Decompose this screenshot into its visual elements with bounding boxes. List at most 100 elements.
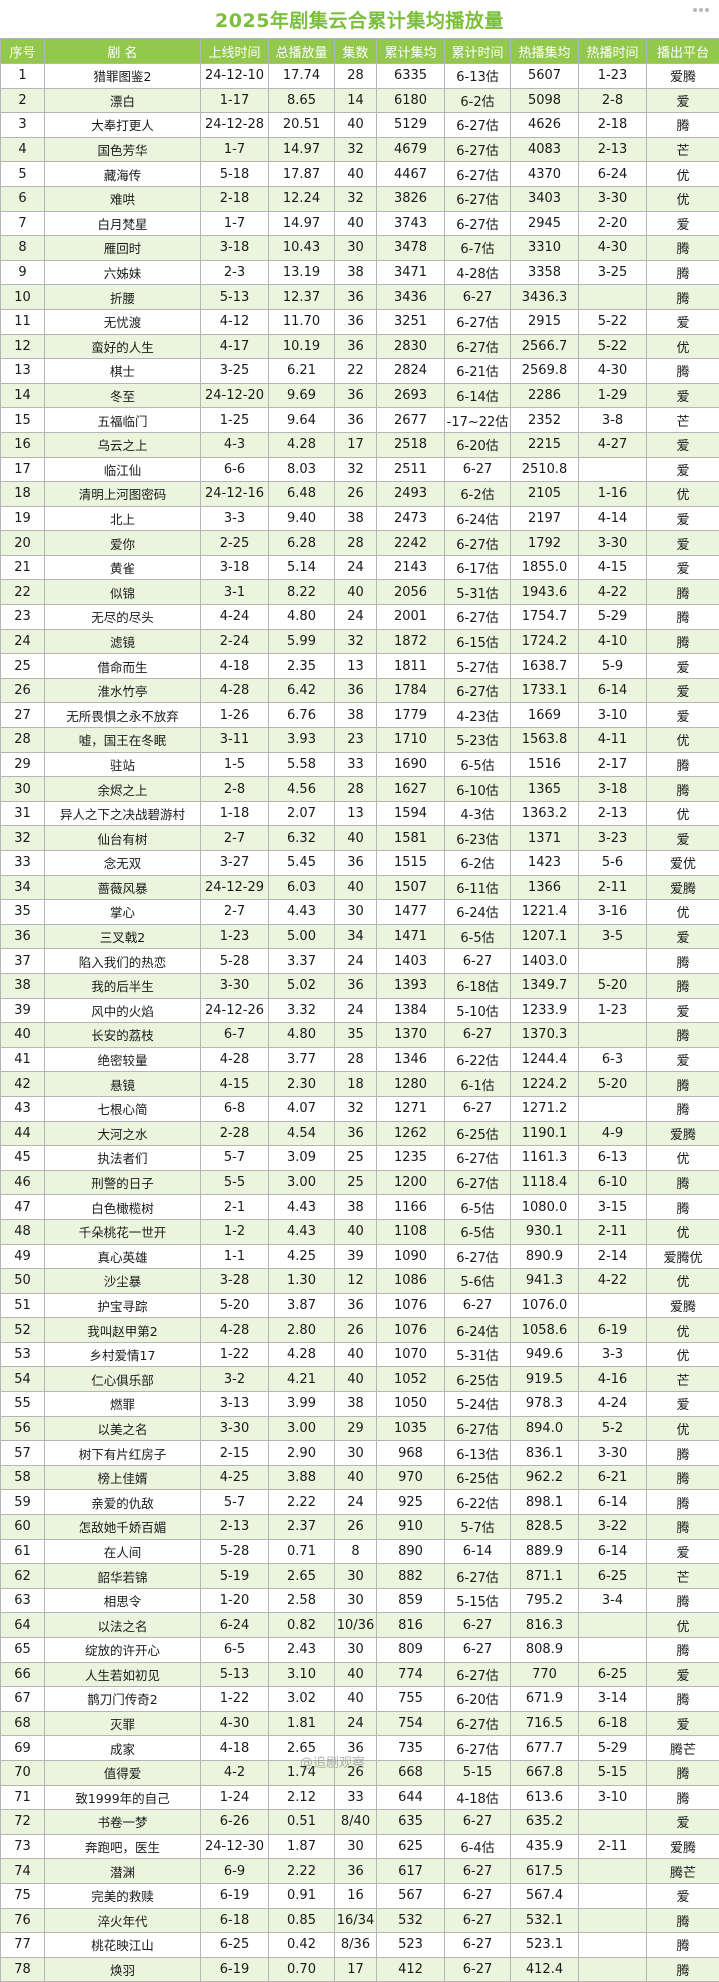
table-cell: 6-10 [579, 1170, 647, 1195]
table-cell: 优 [647, 1416, 719, 1441]
table-cell: 6-27估 [445, 309, 511, 334]
table-cell: 47 [1, 1195, 45, 1220]
more-menu-icon[interactable] [693, 8, 709, 12]
table-cell: 1855.0 [511, 555, 579, 580]
table-cell: 6-4估 [445, 1834, 511, 1859]
table-cell: 25 [335, 1146, 377, 1171]
table-cell: 1244.4 [511, 1047, 579, 1072]
table-cell: 567.4 [511, 1883, 579, 1908]
table-cell: 532.1 [511, 1908, 579, 1933]
table-cell: 3-22 [579, 1515, 647, 1540]
table-cell: 爱 [647, 432, 719, 457]
table-cell: 1-23 [201, 924, 269, 949]
table-cell: 24-12-28 [201, 113, 269, 138]
table-cell: 5.99 [269, 629, 335, 654]
table-cell: 6-27估 [445, 531, 511, 556]
table-cell: 爱 [647, 309, 719, 334]
table-cell: 6-11估 [445, 875, 511, 900]
table-cell: 2510.8 [511, 457, 579, 482]
table-cell: 1943.6 [511, 580, 579, 605]
table-cell [579, 1859, 647, 1884]
table-cell: 6-27 [445, 1933, 511, 1958]
table-cell: 1166 [377, 1195, 445, 1220]
table-cell: 24-12-16 [201, 482, 269, 507]
table-cell: 爱 [647, 88, 719, 113]
table-cell: 4-25 [201, 1465, 269, 1490]
table-cell: 6-5估 [445, 924, 511, 949]
table-cell: 755 [377, 1687, 445, 1712]
table-cell: 2.43 [269, 1638, 335, 1663]
table-cell: 6-27估 [445, 1416, 511, 1441]
table-cell: 4-16 [579, 1367, 647, 1392]
table-cell: 58 [1, 1465, 45, 1490]
table-cell: 腾 [647, 1441, 719, 1466]
table-cell: 3436.3 [511, 285, 579, 310]
drama-name-cell: 仙台有树 [45, 826, 201, 851]
table-cell: 962.2 [511, 1465, 579, 1490]
table-cell: 2-8 [201, 777, 269, 802]
table-cell: 40 [335, 580, 377, 605]
table-cell: 3-28 [201, 1269, 269, 1294]
table-cell: -17~22估 [445, 408, 511, 433]
table-cell: 412 [377, 1957, 445, 1982]
table-cell: 24 [335, 605, 377, 630]
table-cell: 1076.0 [511, 1293, 579, 1318]
table-cell: 6-25 [201, 1933, 269, 1958]
table-cell: 24-12-20 [201, 383, 269, 408]
table-cell: 6-7估 [445, 236, 511, 261]
table-cell: 2693 [377, 383, 445, 408]
drama-name-cell: 五福临门 [45, 408, 201, 433]
table-cell: 1-22 [201, 1687, 269, 1712]
table-cell: 6-25估 [445, 1465, 511, 1490]
table-cell: 3.88 [269, 1465, 335, 1490]
drama-name-cell: 值得爱 [45, 1760, 201, 1785]
table-cell: 32 [335, 457, 377, 482]
table-cell: 15 [1, 408, 45, 433]
table-cell: 18 [1, 482, 45, 507]
table-cell: 35 [1, 900, 45, 925]
table-cell: 6-19 [201, 1883, 269, 1908]
drama-name-cell: 奔跑吧，医生 [45, 1834, 201, 1859]
table-cell: 4.07 [269, 1096, 335, 1121]
table-cell: 38 [335, 260, 377, 285]
table-cell: 2473 [377, 506, 445, 531]
table-cell: 8 [1, 236, 45, 261]
table-cell: 1638.7 [511, 654, 579, 679]
table-cell: 6-14估 [445, 383, 511, 408]
table-cell: 腾 [647, 1588, 719, 1613]
table-cell: 3-30 [579, 531, 647, 556]
table-cell: 6-27估 [445, 1170, 511, 1195]
table-cell: 69 [1, 1736, 45, 1761]
table-cell: 677.7 [511, 1736, 579, 1761]
title-bar: 2025年剧集云合累计集均播放量 [0, 0, 719, 38]
drama-name-cell: 七根心简 [45, 1096, 201, 1121]
table-cell: 1262 [377, 1121, 445, 1146]
table-cell: 爱 [647, 1711, 719, 1736]
table-cell: 5.45 [269, 851, 335, 876]
table-cell [579, 1096, 647, 1121]
table-cell: 1-22 [201, 1342, 269, 1367]
table-cell: 1.30 [269, 1269, 335, 1294]
table-cell: 2286 [511, 383, 579, 408]
table-cell: 2352 [511, 408, 579, 433]
table-cell: 4-17 [201, 334, 269, 359]
table-cell: 1403 [377, 949, 445, 974]
table-cell: 6.03 [269, 875, 335, 900]
table-cell: 爱 [647, 703, 719, 728]
drama-name-cell: 借命而生 [45, 654, 201, 679]
page-title: 2025年剧集云合累计集均播放量 [215, 6, 504, 33]
table-cell: 3-5 [579, 924, 647, 949]
drama-name-cell: 淮水竹亭 [45, 678, 201, 703]
table-cell: 39 [335, 1244, 377, 1269]
